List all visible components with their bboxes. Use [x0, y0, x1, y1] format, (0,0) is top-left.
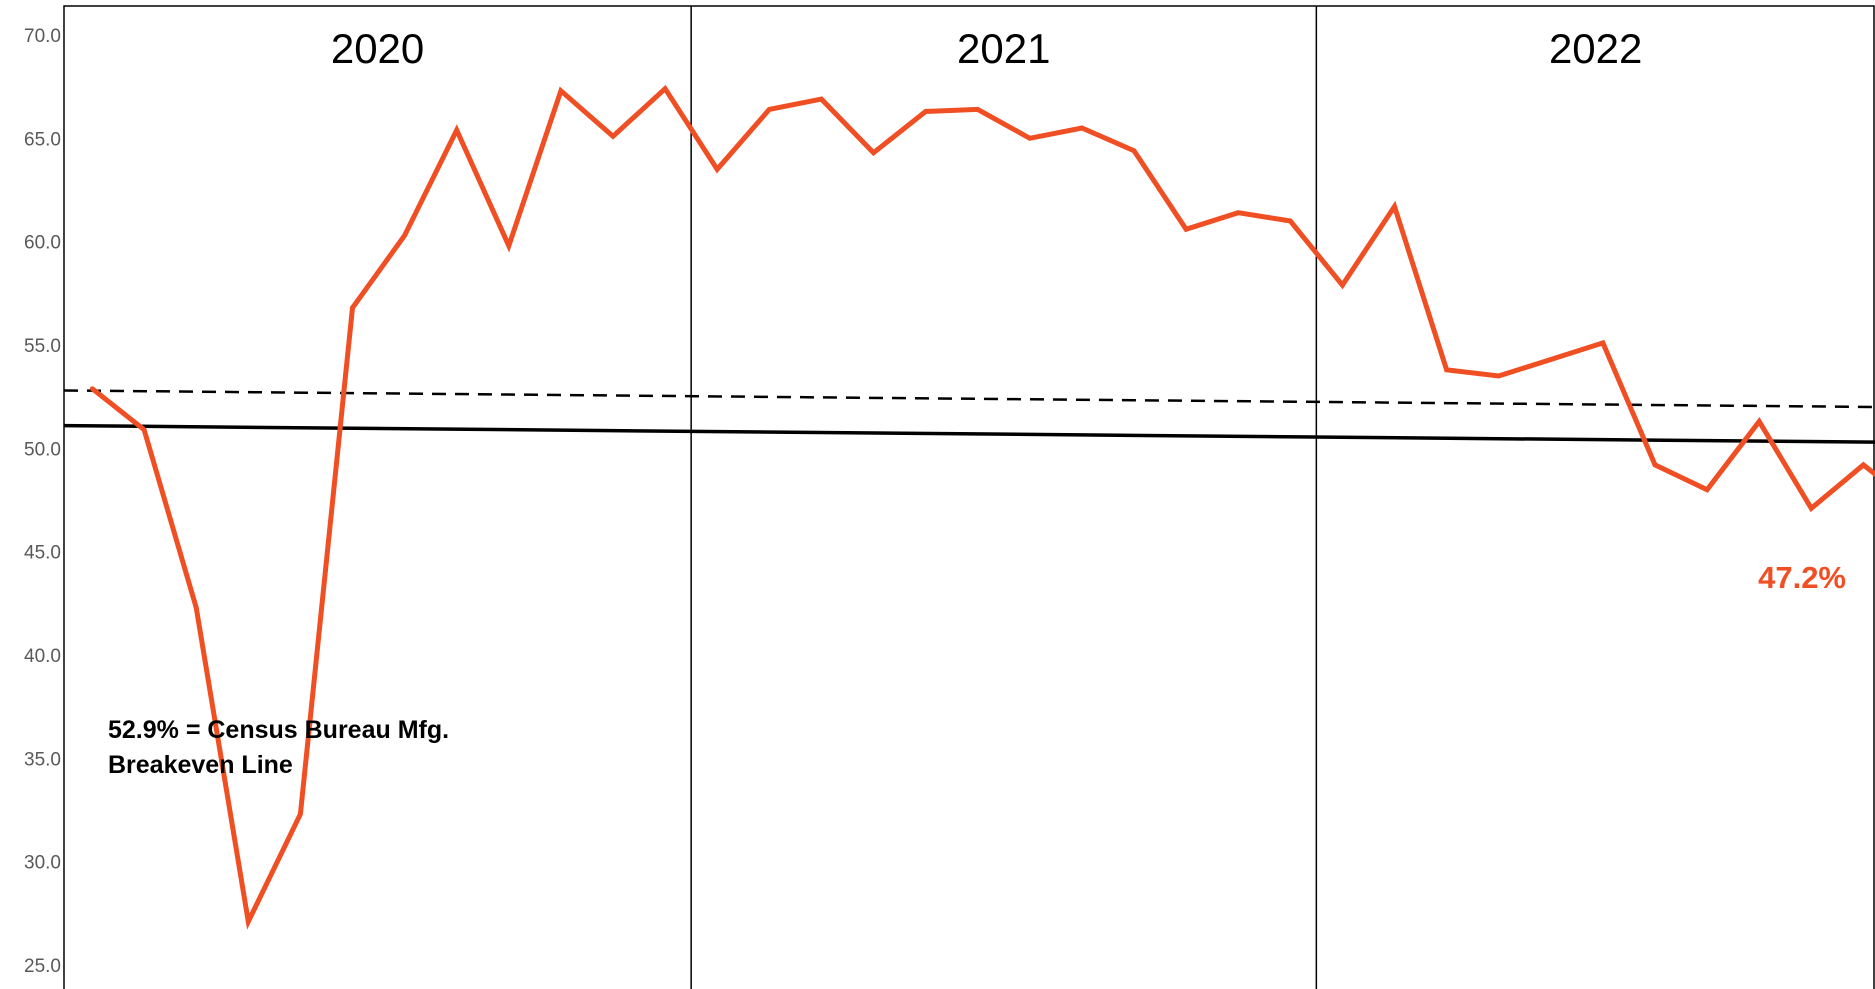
breakeven-annotation-line2: Breakeven Line — [108, 751, 293, 779]
y-tick-label: 50.0 — [24, 439, 61, 460]
data-point — [558, 88, 563, 93]
data-point — [1548, 357, 1553, 362]
data-point — [1079, 126, 1084, 130]
y-tick-label: 70.0 — [24, 26, 61, 47]
year-label: 2021 — [957, 25, 1050, 72]
year-labels: 2020 2021 2022 — [331, 25, 1643, 72]
data-point — [1496, 374, 1501, 378]
year-label: 2020 — [331, 25, 424, 72]
data-point — [715, 167, 720, 172]
data-point — [1444, 367, 1449, 372]
y-tick-label: 35.0 — [24, 749, 61, 770]
data-point — [402, 233, 407, 238]
data-point — [1653, 462, 1657, 467]
data-point — [663, 86, 668, 91]
series-layer — [90, 84, 1875, 930]
series-line — [90, 84, 1875, 930]
data-point — [194, 605, 199, 610]
data-point — [819, 97, 824, 102]
data-point — [1027, 136, 1032, 141]
data-point — [1809, 506, 1814, 511]
data-point — [246, 919, 251, 924]
data-point — [298, 812, 303, 817]
data-point — [142, 427, 147, 432]
trend-solid-line — [63, 423, 1875, 444]
data-point — [975, 107, 980, 112]
data-point — [1184, 227, 1189, 232]
breakeven-annotation-line1: 52.9% = Census Bureau Mfg. — [108, 716, 449, 744]
y-tick-label: 65.0 — [24, 129, 61, 150]
data-point — [1392, 204, 1397, 209]
data-point — [90, 386, 94, 391]
data-point — [1288, 219, 1293, 223]
data-point — [611, 134, 615, 139]
plot-frame — [63, 5, 1875, 989]
y-tick-label: 25.0 — [24, 956, 61, 977]
data-point — [1757, 419, 1762, 424]
data-point — [454, 128, 459, 133]
data-point — [1340, 283, 1345, 288]
data-point — [350, 305, 355, 310]
y-tick-label: 30.0 — [24, 853, 61, 874]
data-point — [767, 107, 772, 112]
year-label: 2022 — [1549, 25, 1642, 72]
data-point — [871, 150, 876, 155]
y-axis-ticks: 70.0 65.0 60.0 55.0 50.0 45.0 40.0 35.0 30.0 25.0 — [24, 26, 61, 977]
data-point — [1236, 210, 1241, 215]
data-point — [1705, 487, 1710, 492]
data-point — [506, 243, 511, 248]
reference-lines — [63, 389, 1875, 444]
y-tick-label: 60.0 — [24, 233, 61, 254]
y-tick-label: 55.0 — [24, 336, 61, 357]
y-tick-label: 45.0 — [24, 543, 61, 564]
y-tick-label: 40.0 — [24, 646, 61, 667]
plot-border — [63, 5, 1875, 989]
data-point — [1132, 148, 1136, 153]
end-value-label: 47.2% — [1758, 560, 1846, 595]
breakeven-dashed-line — [63, 389, 1875, 409]
data-point — [923, 109, 928, 114]
annotations: 52.9% = Census Bureau Mfg. Breakeven Lin… — [108, 560, 1846, 779]
data-point — [1861, 462, 1866, 467]
data-point — [1600, 340, 1605, 345]
